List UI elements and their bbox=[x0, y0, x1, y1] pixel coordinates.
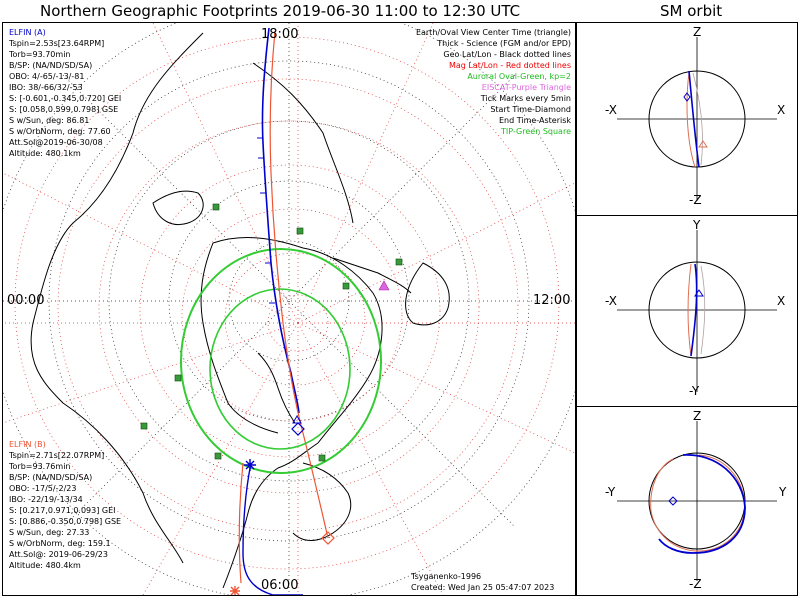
tip-square-4 bbox=[342, 282, 350, 290]
axis-label-top: Z bbox=[693, 409, 702, 423]
legend-item: Start Time-Diamond bbox=[490, 105, 571, 114]
legend-item: Auroral Oval-Green, kp=2 bbox=[467, 72, 571, 81]
axis-label-bottom: -Y bbox=[689, 384, 700, 398]
axis-label-left: -X bbox=[605, 103, 617, 117]
orbit-panel-xz: Z -Z -X X bbox=[577, 23, 797, 216]
polar-map-canvas bbox=[3, 23, 575, 595]
elfin-b-line: B/SP: (NA/ND/SD/SA) bbox=[9, 473, 93, 482]
elfin-a-line: Torb=93.70min bbox=[9, 50, 71, 59]
tip-square-6 bbox=[140, 422, 148, 430]
elfin-a-line: S: [-0.601,-0.345,0.720] GEI bbox=[9, 94, 122, 103]
elfin-a-info: Tspin=2.53s[23.64RPM] Torb=93.70min B/SP: … bbox=[9, 38, 121, 159]
elfin-b-track bbox=[238, 30, 329, 584]
elfin-b-line: S: [0.886,-0.350,0.798] GSE bbox=[9, 517, 122, 526]
axis-label-top: Z bbox=[693, 25, 702, 39]
legend-item: TIP-Green Square bbox=[500, 127, 571, 136]
axis-label-right: X bbox=[777, 103, 786, 117]
model-credit: Tsyganenko-1996 bbox=[411, 572, 482, 581]
footprint-map: 18:00 00:00 12:00 06:00 ELFIN (A) Tspin=… bbox=[2, 22, 576, 596]
elfin-a-start-diamond bbox=[291, 422, 305, 436]
orbit-panel-xy: Y -Y -X X bbox=[577, 216, 797, 407]
elfin-a-name: ELFIN (A) bbox=[9, 28, 46, 37]
elfin-a-line: S w/OrbNorm, deg: 77.60 bbox=[9, 127, 111, 136]
elfin-b-line: S w/OrbNorm, deg: 159.1 bbox=[9, 539, 111, 548]
time-label-bottom: 06:00 bbox=[261, 578, 299, 593]
elfin-b-line: OBO: -17/5/-2/23 bbox=[9, 484, 77, 493]
elfin-b-line: Att.Sol@: 2019-06-29/23 bbox=[9, 550, 108, 559]
eiscat-triangle bbox=[378, 280, 390, 291]
axis-label-bottom: -Z bbox=[689, 577, 702, 591]
time-label-left: 00:00 bbox=[7, 293, 45, 308]
time-label-top: 18:00 bbox=[261, 27, 299, 42]
elfin-a-line: Altitude: 480.1km bbox=[9, 149, 81, 158]
tip-square-5 bbox=[174, 374, 182, 382]
axis-label-left: -Y bbox=[605, 485, 616, 499]
axis-label-top: Y bbox=[693, 218, 701, 232]
legend-item: End Time-Asterisk bbox=[498, 116, 571, 125]
mag-grid bbox=[3, 23, 575, 595]
elfin-a-line: S w/Sun, deg: 86.81 bbox=[9, 116, 90, 125]
map-legend: Earth/Oval View Center Time (triangle) Th… bbox=[416, 27, 571, 137]
tip-square-8 bbox=[318, 454, 326, 462]
elfin-a-end-asterisk bbox=[244, 459, 256, 471]
legend-item: Tick Marks every 5min bbox=[480, 94, 571, 103]
tip-square-7 bbox=[214, 452, 222, 460]
geo-grid bbox=[3, 23, 575, 595]
elfin-a-track bbox=[242, 27, 303, 595]
axis-label-left: -X bbox=[605, 294, 617, 308]
elfin-a-line: OBO: 4/-65/-13/-81 bbox=[9, 72, 85, 81]
orbit-plot-xz bbox=[617, 37, 777, 201]
legend-item: Mag Lat/Lon - Red dotted lines bbox=[448, 61, 571, 70]
elfin-b-line: Altitude: 480.4km bbox=[9, 561, 81, 570]
elfin-b-line: S w/Sun, deg: 27.33 bbox=[9, 528, 90, 537]
elfin-b-start-diamond bbox=[321, 531, 335, 545]
tip-markers bbox=[140, 203, 403, 462]
legend-item: EISCAT-Purple Triangle bbox=[481, 83, 571, 92]
legend-item: Geo Lat/Lon - Black dotted lines bbox=[443, 50, 571, 59]
legend-item: Earth/Oval View Center Time (triangle) bbox=[415, 28, 571, 37]
axis-label-right: X bbox=[777, 294, 786, 308]
coastlines bbox=[30, 32, 450, 589]
elfin-b-line: Torb=93.76min bbox=[9, 462, 71, 471]
elfin-a-line: B/SP: (NA/ND/SD/SA) bbox=[9, 61, 93, 70]
auroral-oval bbox=[180, 248, 382, 474]
created-timestamp: Created: Wed Jan 25 05:47:07 2023 bbox=[411, 583, 555, 592]
elfin-a-line: Att.Sol@2019-06-30/08 bbox=[9, 138, 103, 147]
legend-item: Thick - Science (FGM and/or EPD) bbox=[437, 39, 571, 48]
elfin-b-line: Tspin=2.71s[22.07RPM] bbox=[9, 451, 105, 460]
time-label-right: 12:00 bbox=[533, 293, 571, 308]
orbit-panel-yz: Z -Z -Y Y bbox=[577, 407, 797, 595]
elfin-b-name: ELFIN (B) bbox=[9, 440, 46, 449]
tip-square-1 bbox=[212, 203, 220, 211]
orbit-plot-yz bbox=[617, 421, 777, 581]
axis-label-right: Y bbox=[779, 485, 787, 499]
elfin-a-line: IBO: 38/-66/32/-53 bbox=[9, 83, 83, 92]
orbit-panels: Z -Z -X X Y -Y -X X Z -Z -Y bbox=[576, 22, 798, 596]
orbit-title: SM orbit bbox=[660, 2, 723, 20]
elfin-a-line: Tspin=2.53s[23.64RPM] bbox=[9, 39, 105, 48]
axis-label-bottom: -Z bbox=[689, 193, 702, 207]
elfin-b-end-asterisk bbox=[230, 586, 240, 595]
center-time-triangle bbox=[292, 414, 302, 424]
map-title: Northern Geographic Footprints 2019-06-3… bbox=[40, 2, 521, 20]
elfin-a-line: S: [0.058,0.599,0.798] GSE bbox=[9, 105, 119, 114]
tip-square-2 bbox=[296, 227, 304, 235]
elfin-b-line: S: [0.217,0.971,0.093] GEI bbox=[9, 506, 116, 515]
elfin-b-info: Tspin=2.71s[22.07RPM] Torb=93.76min B/SP: … bbox=[9, 450, 121, 571]
orbit-plot-xy bbox=[617, 230, 777, 392]
tip-square-3 bbox=[395, 258, 403, 266]
elfin-b-line: IBO: -22/19/-13/34 bbox=[9, 495, 83, 504]
